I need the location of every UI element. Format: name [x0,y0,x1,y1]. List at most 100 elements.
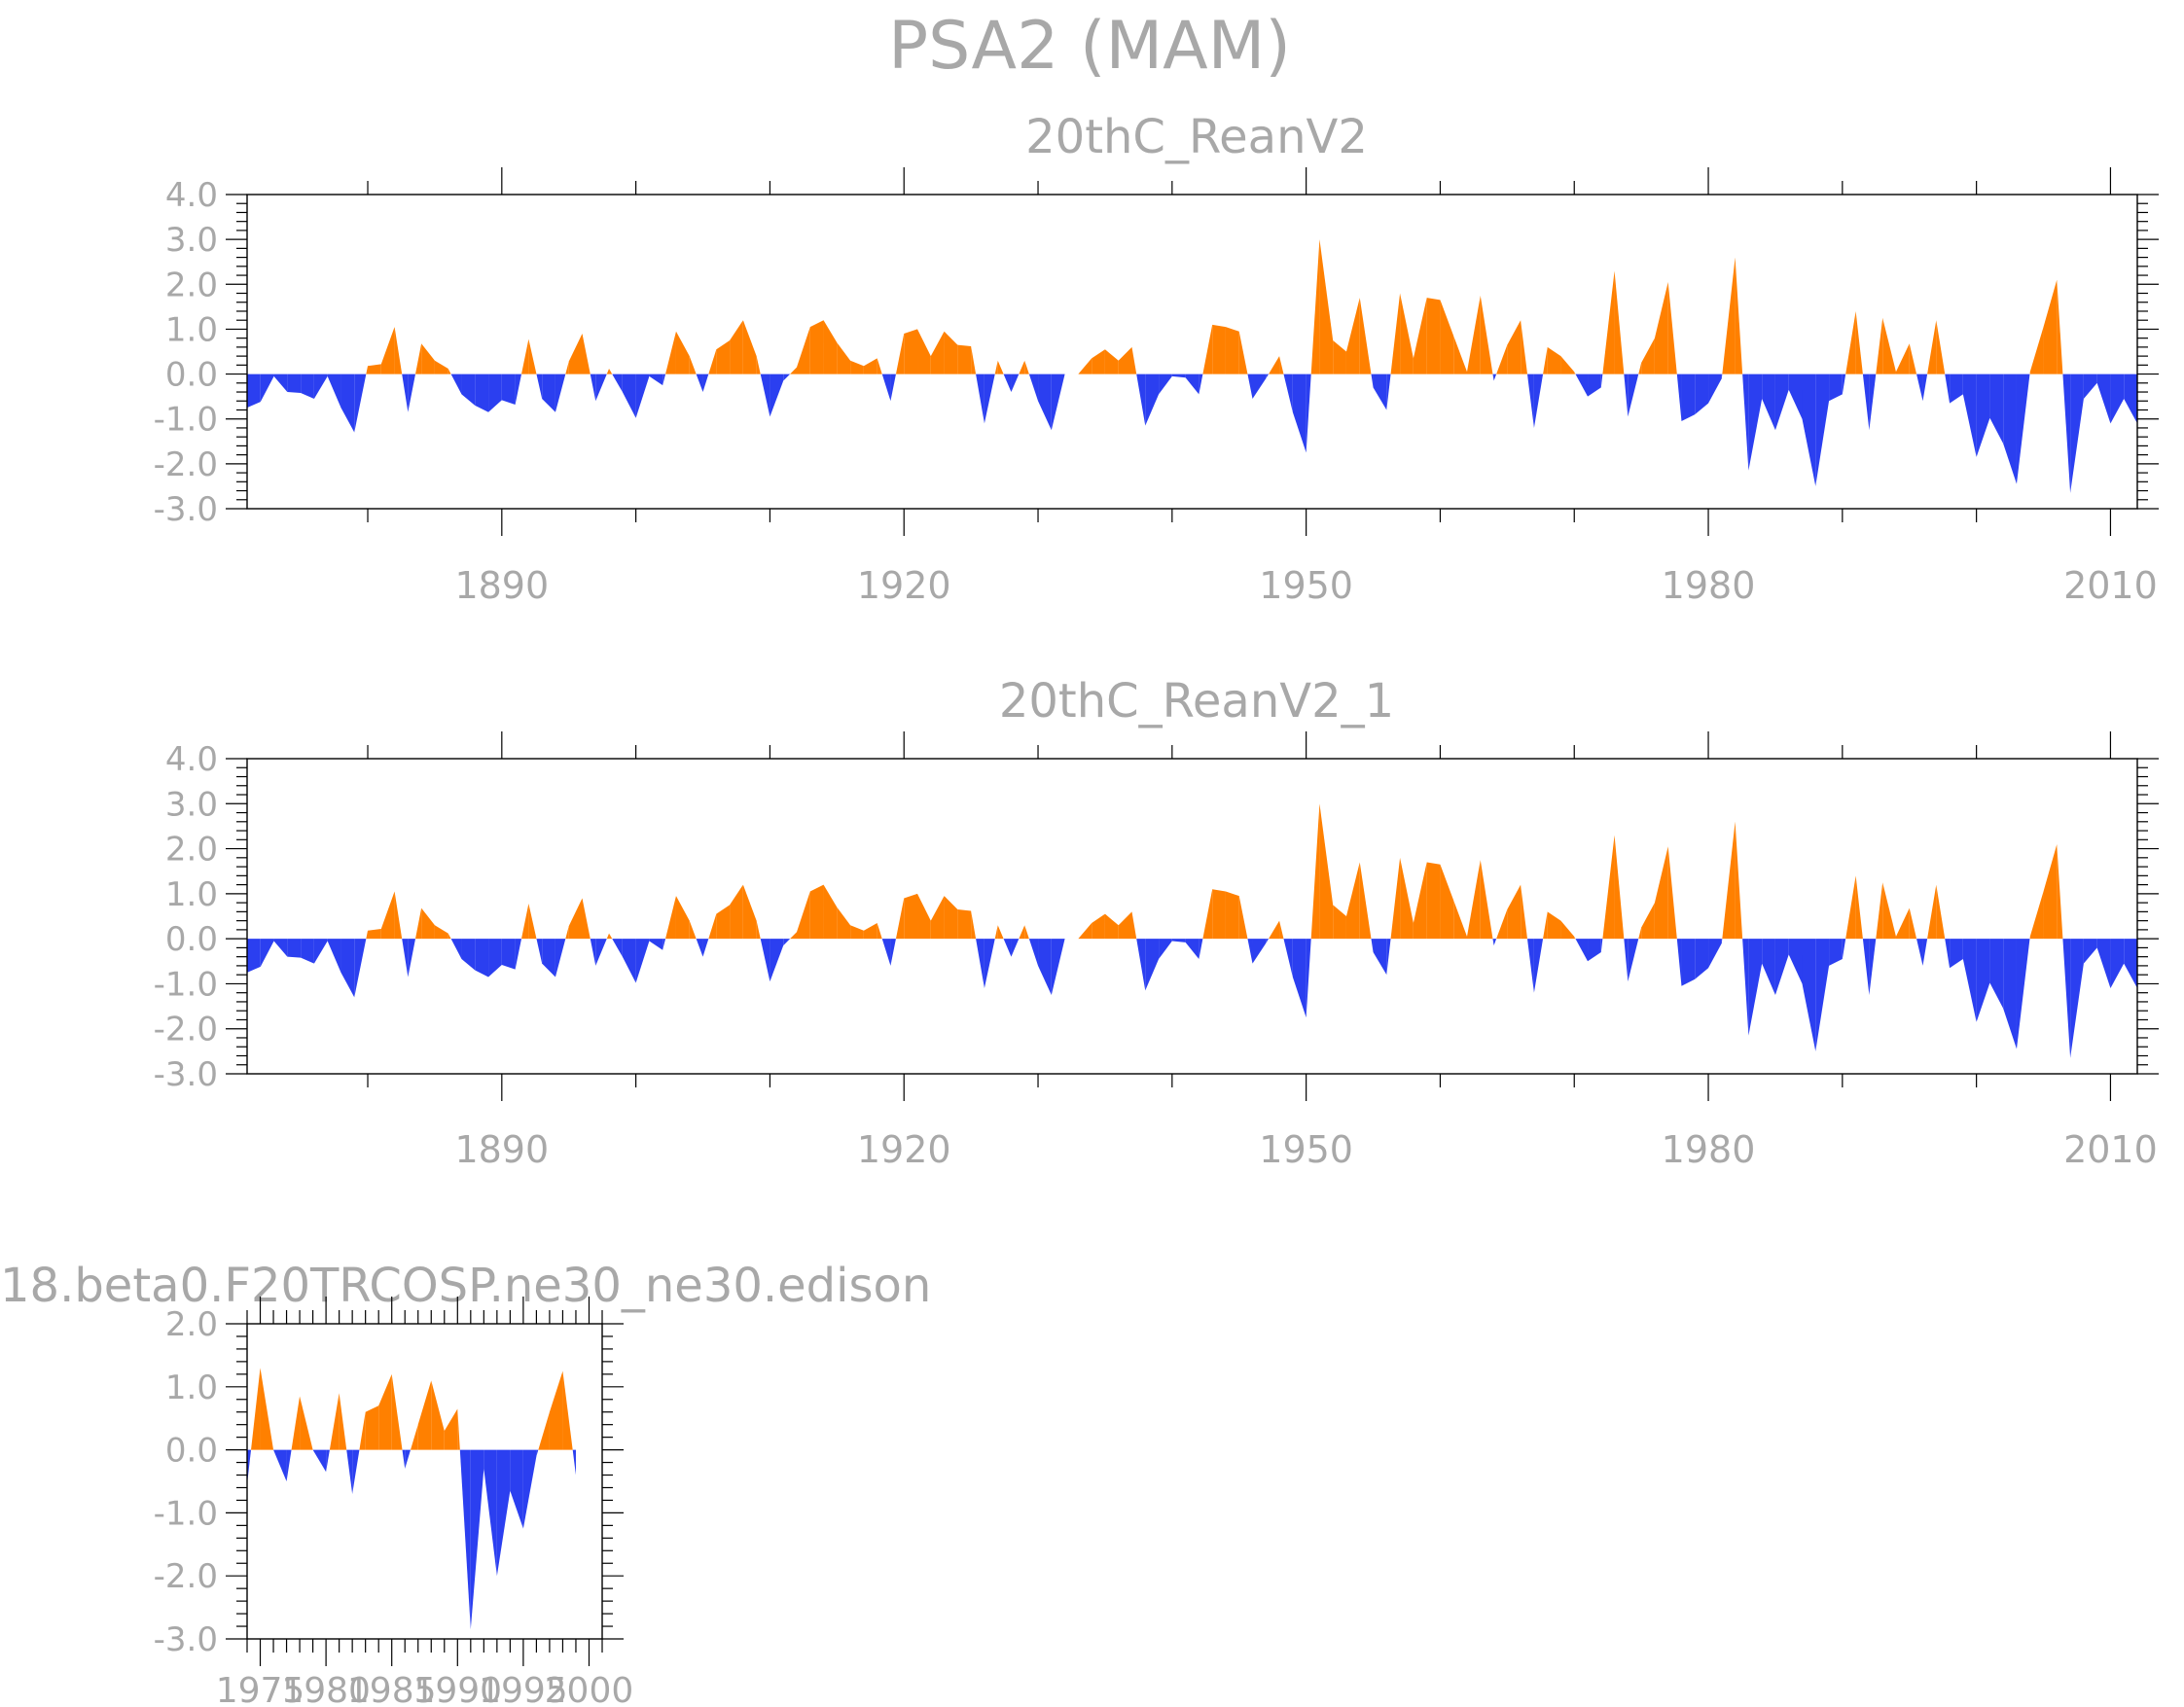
negative-anomaly-segment [1266,939,1270,943]
positive-anomaly-segment [1547,911,1561,940]
positive-anomaly-segment [689,920,697,940]
positive-anomaly-segment [1019,925,1025,940]
negative-anomaly-segment [2016,939,2030,1049]
negative-anomaly-segment [635,939,650,983]
y-tick-label: 3.0 [165,785,218,824]
negative-anomaly-segment [1762,373,1775,431]
negative-anomaly-segment [1708,939,1722,969]
positive-anomaly-segment [1202,889,1213,940]
negative-anomaly-segment [702,939,709,957]
negative-anomaly-segment [1976,373,1990,457]
negative-anomaly-segment [2083,373,2097,399]
negative-anomaly-segment [770,373,784,417]
positive-anomaly-segment [538,1411,550,1450]
panel-20thc-reanv2-1: 20thC_ReanV2_1 4.0 3.0 2.0 1.0 0.0 -1.0 -2.0 -3… [154,674,2159,1171]
negative-anomaly-segment [450,939,462,959]
y-tick-label: -1.0 [154,965,218,1004]
negative-anomaly-segment [1945,373,1951,404]
positive-anomaly-segment [895,334,905,374]
negative-anomaly-segment [346,1449,353,1494]
positive-anomaly-segment [444,1408,458,1450]
negative-anomaly-segment [522,1449,537,1529]
negative-anomaly-segment [1028,939,1039,966]
y-tick-label: -3.0 [154,490,218,529]
positive-anomaly-segment [521,338,529,374]
negative-anomaly-segment [984,373,995,424]
negative-anomaly-segment [1038,939,1052,995]
positive-anomaly-segment [2057,279,2063,374]
negative-anomaly-segment [340,373,355,433]
negative-anomaly-segment [1492,373,1494,381]
negative-anomaly-segment [247,1449,252,1485]
positive-anomaly-segment [291,1396,301,1450]
negative-anomaly-segment [405,1449,412,1470]
positive-anomaly-segment [260,1368,274,1450]
positive-anomaly-segment [1104,913,1119,940]
positive-anomaly-segment [863,922,877,940]
positive-anomaly-segment [1641,903,1655,940]
positive-anomaly-segment [380,891,395,940]
positive-anomaly-segment [562,1370,573,1450]
positive-anomaly-segment [944,331,958,374]
positive-anomaly-segment [1390,293,1401,374]
positive-anomaly-segment [742,320,757,374]
negative-anomaly-segment [1681,373,1696,422]
positive-anomaly-segment [2029,891,2044,940]
negative-anomaly-segment [1003,373,1012,393]
negative-anomaly-segment [2096,939,2111,989]
figure-title: PSA2 (MAM) [888,8,1291,85]
positive-anomaly-segment [1876,882,1883,940]
x-tick-label: 1995 [479,1671,568,1707]
negative-anomaly-segment [510,1449,523,1529]
positive-anomaly-segment [415,343,422,374]
y-tick-label: -2.0 [154,445,218,484]
x-tick-label: 2000 [545,1671,634,1707]
negative-anomaly-segment [260,373,274,403]
negative-anomaly-segment [890,373,896,402]
negative-anomaly-segment [1185,939,1199,959]
negative-anomaly-segment [1962,373,1977,457]
positive-anomaly-segment [1238,331,1248,374]
positive-anomaly-segment [665,896,676,940]
positive-anomaly-segment [1212,889,1226,940]
plot-frame [246,1323,603,1640]
positive-anomaly-segment [796,891,810,940]
negative-anomaly-segment [1962,939,1977,1022]
positive-anomaly-segment [1131,346,1137,374]
positive-anomaly-segment [1654,846,1668,940]
negative-anomaly-segment [1028,373,1039,402]
positive-anomaly-segment [1638,927,1642,940]
negative-anomaly-segment [461,373,476,406]
negative-anomaly-segment [2124,373,2137,424]
positive-anomaly-segment [1202,324,1213,374]
positive-anomaly-segment [1453,900,1467,940]
negative-anomaly-segment [572,1449,576,1476]
negative-anomaly-segment [662,373,666,386]
positive-anomaly-segment [1453,336,1467,374]
positive-anomaly-segment [606,933,610,940]
positive-anomaly-segment [917,893,931,940]
negative-anomaly-segment [1371,939,1374,953]
negative-anomaly-segment [1011,939,1020,957]
negative-anomaly-segment [1252,373,1267,399]
positive-anomaly-segment [368,928,381,940]
negative-anomaly-segment [702,373,709,393]
negative-anomaly-segment [402,939,409,978]
negative-anomaly-segment [1171,373,1186,378]
positive-anomaly-segment [957,344,972,374]
negative-anomaly-segment [1600,373,1603,388]
negative-anomaly-segment [1306,939,1311,1018]
positive-anomaly-segment [1735,257,1743,374]
negative-anomaly-segment [1575,939,1589,962]
negative-anomaly-segment [1842,373,1846,395]
negative-anomaly-segment [1292,939,1307,1018]
x-tick-label: 1985 [347,1671,437,1707]
positive-anomaly-segment [431,1380,445,1450]
negative-anomaly-segment [1788,373,1803,419]
negative-anomaly-segment [1945,939,1951,969]
positive-anomaly-segment [863,358,877,374]
positive-anomaly-segment [415,907,422,940]
positive-anomaly-segment [716,339,731,374]
positive-anomaly-segment [434,925,448,940]
positive-anomaly-segment [850,360,864,374]
